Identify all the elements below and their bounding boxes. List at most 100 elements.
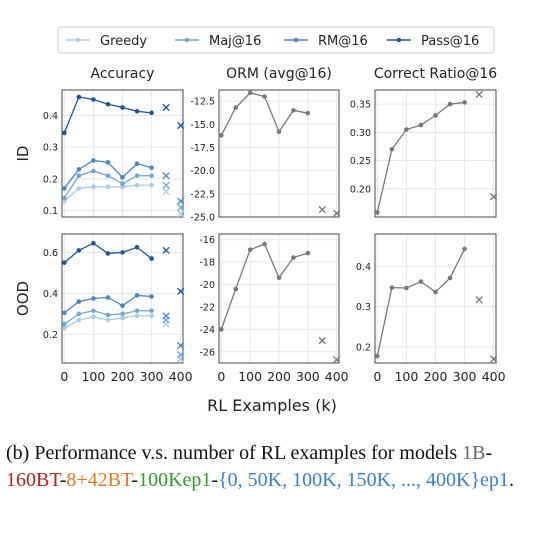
data-point — [105, 173, 111, 179]
x-tick-label: 0 — [217, 369, 225, 384]
x-marker — [475, 296, 483, 304]
figure-caption: (b) Performance v.s. number of RL exampl… — [6, 440, 536, 494]
y-tick-label: 0.2 — [43, 330, 58, 341]
legend-label: RM@16 — [318, 34, 368, 49]
y-tick-label: -12.5 — [190, 97, 215, 108]
data-point — [462, 246, 467, 252]
caption-sft: 100Kep1 — [138, 469, 212, 491]
legend-label: Maj@16 — [209, 34, 261, 49]
data-point — [91, 240, 96, 246]
data-point — [120, 184, 125, 190]
data-point — [91, 168, 96, 174]
row-label: OOD — [14, 281, 32, 316]
legend-marker — [75, 37, 81, 43]
data-point — [418, 122, 424, 128]
x-marker — [490, 193, 498, 201]
data-point — [389, 285, 395, 290]
x-tick-label: 100 — [81, 369, 105, 384]
y-tick-label: -24 — [199, 325, 215, 336]
x-marker — [177, 210, 185, 218]
data-point — [62, 198, 67, 204]
caption-sep: - — [59, 469, 67, 491]
panel-frame — [61, 233, 184, 364]
x-marker — [162, 246, 170, 255]
data-point — [149, 110, 154, 116]
data-point — [149, 294, 154, 299]
data-point — [262, 241, 267, 247]
column-title: Correct Ratio@16 — [374, 66, 497, 82]
y-tick-label: 0.2 — [43, 174, 58, 185]
x-tick-label: 200 — [267, 369, 291, 384]
data-point — [91, 184, 96, 190]
column-title: Accuracy — [91, 66, 155, 82]
data-point — [105, 317, 111, 323]
y-tick-label: 0.3 — [43, 143, 58, 154]
data-point — [105, 184, 111, 190]
x-marker — [177, 203, 185, 212]
x-marker — [162, 181, 170, 189]
data-point — [76, 167, 82, 172]
data-point — [149, 165, 154, 171]
x-marker — [177, 341, 185, 350]
data-point — [76, 248, 82, 253]
y-tick-label: 0.30 — [350, 128, 371, 139]
x-marker — [162, 172, 170, 180]
column-title: ORM (avg@16) — [226, 66, 332, 82]
legend-marker — [396, 37, 402, 43]
caption-sep: - — [131, 469, 139, 491]
x-marker — [318, 336, 326, 345]
x-marker — [177, 121, 185, 130]
x-tick-label: 400 — [482, 369, 506, 384]
x-marker — [333, 209, 341, 217]
data-point — [149, 308, 154, 314]
x-tick-label: 400 — [169, 369, 193, 384]
data-point — [76, 311, 82, 317]
y-tick-label: -17.5 — [190, 143, 215, 154]
x-marker — [318, 205, 326, 214]
y-tick-label: 0.20 — [350, 184, 371, 195]
data-point — [120, 315, 125, 321]
y-tick-label: -16 — [199, 235, 215, 246]
data-point — [91, 308, 96, 314]
panel-frame — [218, 89, 340, 218]
y-tick-label: -15.0 — [190, 120, 215, 131]
data-point — [447, 275, 453, 281]
x-marker — [177, 197, 185, 205]
panel-frame — [374, 233, 497, 364]
data-point — [76, 94, 82, 100]
data-point — [62, 130, 67, 136]
data-point — [149, 256, 154, 261]
y-tick-label: 0.2 — [356, 342, 371, 353]
data-point — [149, 173, 154, 179]
y-tick-label: -22.5 — [190, 189, 215, 200]
data-point — [91, 158, 96, 163]
data-point — [305, 250, 311, 256]
x-tick-label: 400 — [325, 369, 349, 384]
data-point — [120, 175, 125, 180]
legend-label: Greedy — [100, 34, 147, 49]
data-point — [433, 113, 438, 118]
legend-marker — [293, 37, 299, 43]
data-point — [247, 247, 253, 253]
y-tick-label: -20.0 — [190, 166, 215, 177]
data-point — [76, 317, 82, 323]
data-point — [120, 303, 125, 308]
data-point — [247, 90, 253, 96]
data-point — [120, 250, 125, 255]
data-point — [305, 110, 311, 116]
data-point — [76, 186, 82, 191]
data-point — [219, 133, 224, 138]
data-point — [120, 311, 125, 317]
x-marker — [177, 287, 185, 295]
y-tick-label: 0.1 — [43, 206, 58, 217]
x-tick-label: 0 — [60, 369, 68, 384]
caption-sep: - — [211, 469, 219, 491]
x-marker — [162, 312, 170, 320]
data-point — [134, 308, 140, 314]
data-point — [134, 182, 140, 188]
x-axis-label: RL Examples (k) — [207, 396, 337, 415]
data-point — [134, 313, 140, 319]
x-tick-label: 0 — [373, 369, 381, 384]
data-point — [134, 161, 140, 166]
panel-frame — [218, 233, 340, 364]
